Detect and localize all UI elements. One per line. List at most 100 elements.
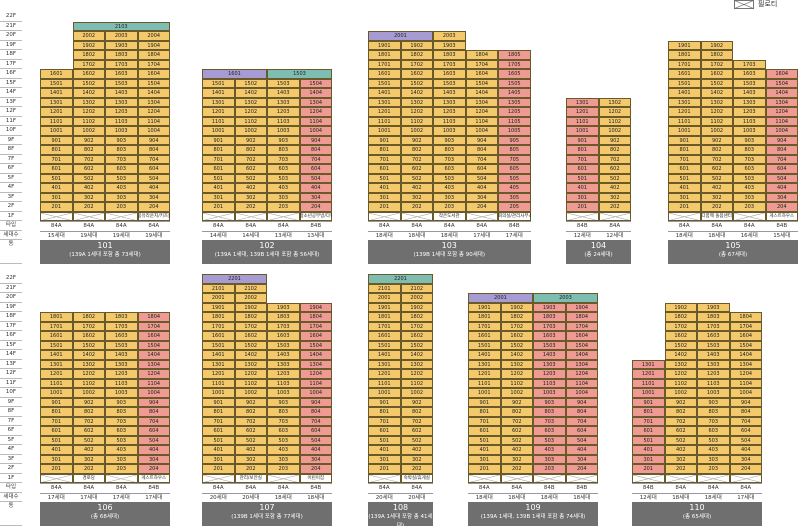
unit-cell: 802 [234,145,267,155]
unit-cell: 1204 [137,107,170,117]
unit-cell: 704 [299,416,332,426]
unit-cell: 1202 [598,107,631,117]
unit-cell: 202 [400,202,433,212]
unit-cell: 1603 [733,69,766,79]
unit-cell: 402 [72,445,105,455]
amenity-label: 어린이집 [307,475,325,481]
unit-cell: 501 [202,435,235,445]
unit-cell: 1103 [433,116,466,126]
unit-cell: 1901 [668,40,701,50]
unit-cell: 904 [299,135,332,145]
unit-cell: 1102 [664,378,697,388]
unit-cell: 705 [498,154,531,164]
floor-label: 2F [0,202,22,212]
unit-type: 84A [267,483,300,493]
unit-cell: 1001 [468,388,501,398]
unit-cell: 1103 [267,378,300,388]
unit-cell: 202 [500,464,533,474]
unit-type: 84A [465,221,498,231]
unit-cell: 903 [533,397,566,407]
unit-cell: 802 [500,407,533,417]
building-name: 110 [689,503,705,512]
unit-cell: 1902 [700,40,733,50]
unit-cell: 1101 [566,116,599,126]
unit-cell: 1101 [632,378,665,388]
unit-type: 84A [234,483,267,493]
unit-cell: 1004 [137,126,170,136]
building-note: (총 24세대) [584,252,613,258]
unit-cell: 303 [433,192,466,202]
unit-count: 18세대 [668,230,701,240]
unit-cell: 1502 [700,78,733,88]
unit-cell: 602 [234,164,267,174]
unit-cell: 603 [267,164,300,174]
unit-cell: 504 [465,173,498,183]
unit-cell: 1903 [433,40,466,50]
unit-cell: 1002 [72,126,105,136]
unit-cell: 701 [566,154,599,164]
unit-cell: 802 [400,145,433,155]
unit-count: 18세대 [267,492,300,502]
unit-cell: 1103 [267,116,300,126]
merged-unit: 2201 [202,274,267,284]
unit-cell: 1704 [299,321,332,331]
legend-label: 필로티 [758,0,778,8]
unit-cell: 502 [234,435,267,445]
unit-cell: 504 [765,173,798,183]
unit-cell: 1004 [765,126,798,136]
unit-cell: 1002 [598,126,631,136]
unit-cell: 303 [105,192,138,202]
unit-cell: 1302 [72,97,105,107]
piloti-cell [137,211,170,221]
unit-cell: 801 [668,145,701,155]
floor-label: 타입 [0,221,22,231]
unit-cell: 1302 [72,359,105,369]
unit-cell: 1601 [368,69,401,79]
unit-cell: 1401 [40,350,73,360]
unit-cell: 1204 [299,369,332,379]
unit-cell: 1501 [202,78,235,88]
unit-cell: 1703 [267,321,300,331]
piloti-cell [668,211,701,221]
unit-cell: 404 [137,183,170,193]
unit-cell: 601 [468,426,501,436]
unit-cell: 601 [368,164,401,174]
unit-cell: 202 [664,464,697,474]
unit-cell: 402 [400,445,433,455]
merged-unit: 1601 [202,69,267,79]
unit-cell: 804 [765,145,798,155]
unit-cell: 901 [202,135,235,145]
building-bar: 107 (139B 1세대 포함 총 77세대) [202,502,332,526]
unit-cell: 1202 [234,107,267,117]
unit-count: 18세대 [533,492,566,502]
unit-cell: 401 [668,183,701,193]
unit-cell: 1802 [400,50,433,60]
unit-type: 84A [202,221,235,231]
unit-cell: 1802 [664,312,697,322]
unit-cell: 401 [368,183,401,193]
unit-type: 84A [668,221,701,231]
floor-label: 11F [0,378,22,388]
unit-cell: 702 [234,154,267,164]
unit-cell: 404 [299,445,332,455]
unit-cell: 1402 [234,350,267,360]
unit-cell: 1204 [765,107,798,117]
unit-count: 17세대 [137,492,170,502]
piloti-cell [566,211,599,221]
unit-cell: 1403 [267,88,300,98]
unit-cell: 702 [234,416,267,426]
unit-cell: 201 [566,202,599,212]
unit-cell: 1205 [498,107,531,117]
unit-cell: 304 [765,192,798,202]
unit-cell: 1504 [299,340,332,350]
unit-cell: 1902 [234,302,267,312]
unit-cell: 301 [632,454,665,464]
unit-cell: 904 [465,135,498,145]
unit-cell: 1505 [498,78,531,88]
unit-cell: 901 [668,135,701,145]
unit-cell: 903 [267,135,300,145]
unit-count: 14세대 [202,230,235,240]
unit-cell: 1602 [400,69,433,79]
unit-cell: 702 [500,416,533,426]
unit-cell: 1802 [500,312,533,322]
